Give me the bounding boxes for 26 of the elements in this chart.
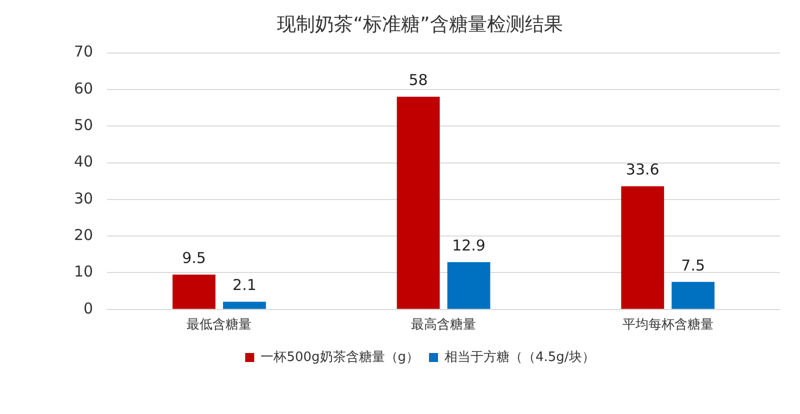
y-tick-label: 0 — [84, 299, 94, 318]
data-label: 58 — [408, 71, 428, 90]
y-tick-label: 30 — [74, 189, 94, 208]
data-label: 33.6 — [626, 160, 660, 179]
y-tick-label: 10 — [74, 262, 94, 281]
data-label: 7.5 — [681, 256, 706, 274]
y-tick-label: 70 — [74, 42, 94, 61]
bar — [172, 274, 216, 309]
y-tick-label: 20 — [74, 226, 94, 244]
bar — [672, 282, 715, 309]
bar — [621, 186, 664, 309]
x-tick-label: 平均每杯含糖量 — [622, 318, 714, 333]
data-label: 9.5 — [182, 248, 206, 267]
bar — [447, 262, 490, 309]
x-tick-label: 最低含糖量 — [186, 318, 252, 333]
y-tick-label: 50 — [74, 116, 94, 134]
x-tick-label: 最高含糖量 — [411, 316, 476, 333]
bar — [223, 302, 266, 309]
data-label: 12.9 — [452, 236, 486, 255]
legend-label: 相当于方糖（（4.5g/块） — [444, 348, 595, 365]
chart-title: 现制奶茶“标准糖”含糖量检测结果 — [277, 13, 563, 36]
y-tick-label: 60 — [74, 79, 94, 98]
legend-label: 一杯500g奶茶含糖量（g） — [260, 350, 420, 365]
bar — [396, 96, 440, 309]
y-tick-label: 40 — [74, 152, 94, 171]
data-label: 2.1 — [232, 276, 256, 294]
